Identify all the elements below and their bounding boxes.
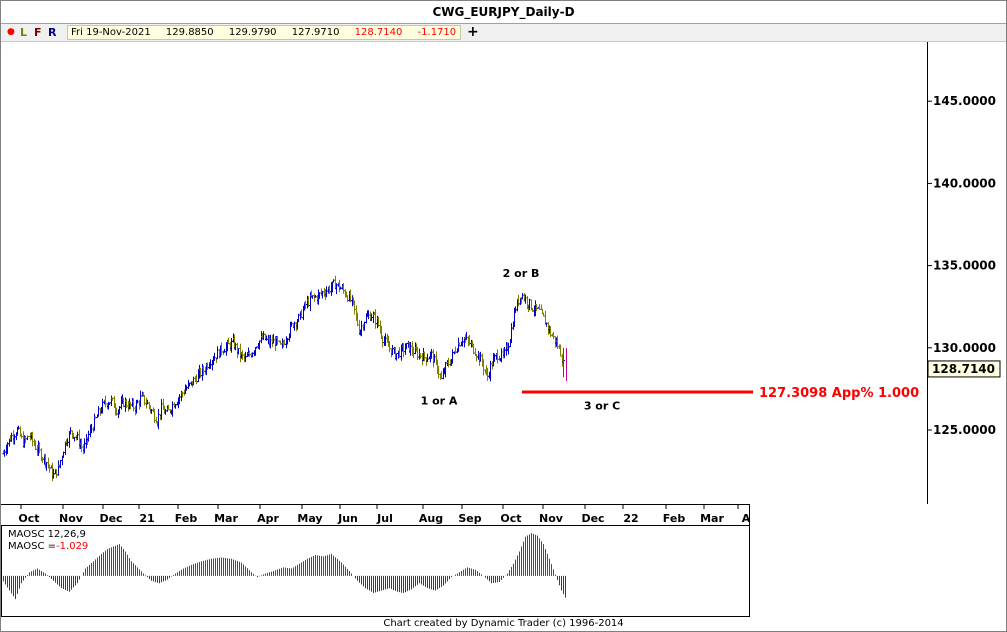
toolbar-f-button[interactable]: F [34,26,42,39]
wave-label: 2 or B [503,267,540,280]
record-dot-icon[interactable]: ● [7,27,15,37]
time-tick-label: 22 [623,512,638,525]
time-axis: Oct Nov Dec 21 Feb Mar Apr May Jun Jul Aug Sep Oct No… [1,504,751,617]
ohlc-bar [475,354,478,362]
time-tick-label: Dec [581,512,604,525]
ohlc-bar [101,398,104,414]
time-tick-label: Mar [700,512,724,525]
toolbar: ● L F R Fri 19-Nov-2021 129.8850 129.979… [1,24,1006,42]
last-price-label: 128.7140 [932,362,995,376]
ohlc-bar [57,460,60,476]
oscillator-legend-title: MAOSC 12,26,9 [8,529,86,540]
wave-label: 3 or C [584,399,620,412]
price-tick-label: 130.0000 [933,341,996,355]
time-tick-label: Jun [337,512,358,525]
time-tick-label: Oct [500,512,521,525]
oscillator-frame [1,525,750,617]
ohlc-bar [563,347,567,382]
ohlc-bar [332,279,335,283]
time-tick-label: Feb [663,512,686,525]
toolbar-l-button[interactable]: L [20,26,28,39]
time-tick-label: May [297,512,322,525]
projection-label: 127.3098 App% 1.000 [759,386,919,401]
ohlc-bar [139,390,142,407]
price-tick-label: 140.0000 [933,176,996,190]
wave-annotations: 1 or A 2 or B 3 or C 127.3098 App% 1.000 [421,267,920,412]
footer-credit: Chart created by Dynamic Trader (c) 1996… [383,618,624,629]
add-symbol-button[interactable]: + [467,24,479,40]
price-chart[interactable]: 145.0000 140.0000 135.0000 130.0000 125.0000… [1,42,1006,617]
time-tick-label: Oct [18,512,39,525]
price-tick-label: 145.0000 [933,94,996,108]
price-axis: 145.0000 140.0000 135.0000 130.0000 125.0000… [927,42,1001,504]
quote-date: Fri 19-Nov-2021 [71,27,151,38]
quote-low: 127.9710 [291,27,340,38]
time-tick-label: Apr [257,512,279,525]
quote-readout: Fri 19-Nov-2021 129.8850 129.9790 127.97… [67,25,461,40]
time-tick-label: Sep [458,512,481,525]
ohlc-bar [521,293,524,300]
time-tick-label: Nov [539,512,564,525]
ohlc-bar [381,335,384,348]
price-tick-label: 135.0000 [933,259,996,273]
time-tick-label: Dec [99,512,122,525]
quote-change: -1.1710 [417,27,457,38]
quote-high: 129.9790 [228,27,277,38]
wave-label: 1 or A [421,395,458,408]
price-tick-label: 125.0000 [933,423,996,437]
ohlc-bar [195,374,198,385]
ohlc-bar [216,346,219,360]
time-tick-label: Feb [175,512,198,525]
ohlc-bar [544,310,547,325]
time-tick-label: 21 [139,512,154,525]
last-price-box [927,360,1001,378]
time-tick-label: Aug [419,512,443,525]
time-tick-label: Nov [59,512,84,525]
price-panel [2,275,567,482]
time-tick-label: Jul [376,512,393,525]
oscillator-legend-value: MAOSC =-1.029 [8,541,88,552]
window-title: CWG_EURJPY_Daily-D [1,1,1006,24]
ohlc-bar [346,295,349,303]
quote-close: 128.7140 [354,27,403,38]
quote-open: 129.8850 [165,27,214,38]
time-tick-label: Mar [214,512,238,525]
time-tick-label: A [742,512,751,525]
toolbar-r-button[interactable]: R [48,26,57,39]
